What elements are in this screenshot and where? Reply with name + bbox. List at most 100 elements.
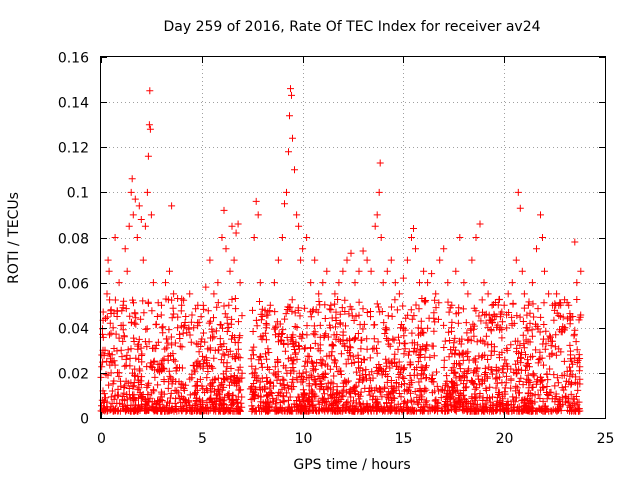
data-point-dense	[265, 349, 273, 356]
data-point-dense	[561, 326, 568, 334]
data-point-dense	[311, 328, 319, 336]
data-point-dense	[551, 300, 559, 308]
data-point-dense	[418, 295, 426, 302]
data-point-dense	[328, 340, 336, 348]
data-point	[347, 249, 355, 257]
data-point-dense	[574, 380, 582, 388]
data-point-dense	[498, 326, 506, 334]
data-point-dense	[397, 393, 405, 401]
data-point-dense	[167, 389, 175, 397]
data-point-dense	[487, 366, 495, 374]
data-point-dense	[347, 393, 355, 401]
data-point-dense	[226, 381, 233, 389]
data-point	[289, 134, 296, 142]
data-point-dense	[468, 376, 476, 384]
data-point-dense	[538, 354, 546, 362]
ticks-layer	[101, 57, 606, 419]
data-point-dense	[293, 355, 301, 363]
data-point-dense	[203, 386, 211, 394]
data-point-dense	[200, 329, 207, 337]
data-point-dense	[174, 313, 182, 321]
data-point-dense	[107, 306, 115, 314]
data-point-dense	[378, 393, 386, 401]
data-point-dense	[188, 311, 196, 319]
data-point-dense	[507, 401, 515, 409]
data-point-dense	[119, 337, 127, 345]
data-point	[500, 301, 508, 309]
data-point-dense	[567, 407, 575, 415]
data-point-dense	[488, 317, 496, 325]
data-point-dense	[362, 403, 370, 411]
data-point-dense	[435, 387, 443, 395]
data-point-dense	[366, 354, 374, 362]
data-point-dense	[388, 312, 396, 320]
data-point-dense	[322, 370, 329, 378]
data-point-dense	[165, 326, 173, 334]
data-point-dense	[432, 304, 440, 312]
data-point-dense	[199, 352, 206, 360]
data-point-dense	[144, 298, 152, 306]
data-point-dense	[415, 331, 422, 339]
data-point-dense	[352, 368, 360, 376]
data-point	[319, 279, 327, 287]
data-point-dense	[183, 401, 191, 409]
data-point-dense	[443, 377, 451, 385]
data-point	[285, 148, 292, 156]
data-point-dense	[230, 399, 237, 407]
data-point-dense	[400, 340, 408, 348]
data-point	[174, 324, 182, 332]
data-point-dense	[178, 295, 186, 303]
data-point-dense	[317, 356, 325, 364]
data-point-dense	[234, 345, 242, 353]
data-point-dense	[117, 322, 125, 329]
data-point-dense	[181, 319, 189, 326]
data-point-dense	[542, 327, 550, 335]
data-point-dense	[524, 338, 532, 346]
data-point	[222, 245, 230, 253]
data-point-dense	[415, 305, 423, 313]
data-point	[395, 290, 403, 298]
data-point-dense	[462, 319, 470, 327]
data-point-dense	[558, 372, 566, 380]
data-point	[128, 175, 136, 183]
data-point-dense	[318, 361, 326, 369]
data-point-dense	[280, 339, 288, 347]
data-point-dense	[344, 377, 352, 385]
data-point-dense	[213, 394, 221, 402]
y-tick-label: 0.02	[58, 367, 89, 383]
data-point-dense	[279, 375, 287, 383]
data-point	[145, 121, 153, 129]
data-point-dense	[401, 345, 409, 353]
data-point-dense	[303, 374, 311, 382]
data-point-dense	[357, 336, 365, 344]
data-point-dense	[148, 307, 156, 315]
data-point	[315, 290, 323, 298]
data-point-dense	[418, 395, 425, 403]
data-point-dense	[380, 319, 388, 327]
data-point	[129, 211, 137, 219]
data-point-dense	[234, 376, 242, 384]
data-point-dense	[437, 394, 445, 402]
data-point-dense	[229, 407, 237, 415]
data-point-dense	[169, 304, 177, 312]
data-point-dense	[488, 370, 496, 378]
data-point-dense	[324, 407, 332, 415]
data-point-dense	[164, 398, 172, 406]
data-point-dense	[254, 374, 262, 382]
data-point-dense	[472, 307, 480, 315]
x-tick-label: 0	[97, 431, 106, 447]
data-point-dense	[486, 398, 494, 406]
data-point-dense	[121, 382, 129, 390]
data-point-dense	[110, 357, 118, 365]
data-point-dense	[539, 397, 547, 405]
data-point-dense	[482, 369, 490, 376]
data-point-dense	[296, 312, 304, 320]
data-point	[291, 166, 298, 174]
data-point-dense	[113, 399, 121, 407]
data-point-dense	[493, 394, 501, 402]
data-point-dense	[440, 356, 448, 364]
data-point-dense	[412, 301, 420, 309]
data-point-dense	[271, 363, 279, 371]
data-point-dense	[401, 380, 409, 388]
data-point-dense	[567, 381, 575, 389]
